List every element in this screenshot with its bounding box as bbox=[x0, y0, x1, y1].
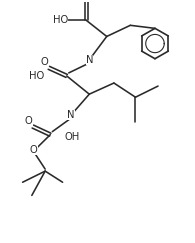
Text: OH: OH bbox=[64, 132, 80, 142]
Text: O: O bbox=[25, 116, 33, 126]
Text: O: O bbox=[82, 0, 90, 2]
Text: N: N bbox=[67, 110, 74, 121]
Text: N: N bbox=[86, 55, 93, 65]
Text: O: O bbox=[30, 145, 38, 155]
Text: HO: HO bbox=[53, 15, 68, 25]
Text: O: O bbox=[40, 57, 48, 67]
Text: HO: HO bbox=[29, 71, 45, 81]
